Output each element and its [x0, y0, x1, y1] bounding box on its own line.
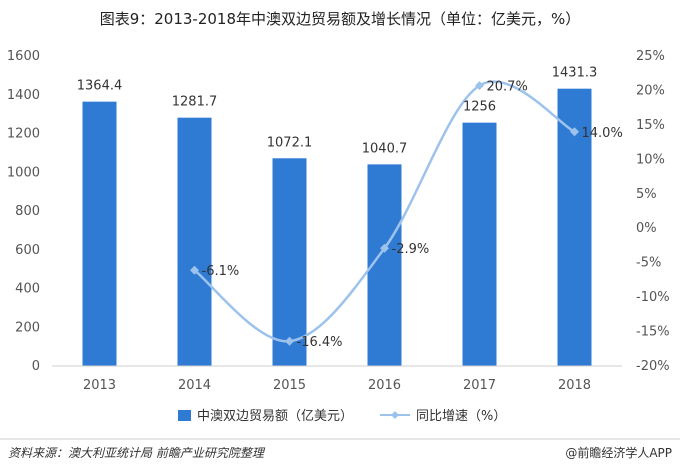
- source-note: 资料来源：澳大利亚统计局 前瞻产业研究院整理: [8, 446, 266, 460]
- legend-bar-swatch: [178, 410, 191, 421]
- x-tick-label: 2018: [558, 378, 591, 393]
- left-tick-label: 200: [15, 320, 40, 335]
- bar-series: [82, 88, 592, 367]
- bar: [462, 122, 497, 367]
- legend: 中澳双边贸易额（亿美元） 同比增速（%）: [178, 408, 506, 424]
- left-tick-label: 1600: [7, 49, 40, 64]
- right-tick-label: -5%: [636, 256, 661, 271]
- x-tick-label: 2016: [368, 378, 401, 393]
- growth-point: [380, 243, 389, 253]
- bar: [177, 117, 212, 366]
- legend-line-marker: [391, 411, 399, 419]
- legend-bar-label: 中澳双边贸易额（亿美元）: [197, 408, 353, 424]
- bar-value-label: 1256: [463, 100, 496, 115]
- x-tick-label: 2017: [463, 378, 496, 393]
- growth-value-label: 20.7%: [487, 80, 528, 95]
- right-tick-label: 15%: [636, 118, 665, 133]
- growth-point: [285, 336, 294, 346]
- left-tick-label: 600: [15, 243, 40, 258]
- growth-value-label: -6.1%: [202, 264, 240, 279]
- right-tick-label: 10%: [636, 152, 665, 167]
- right-tick-label: 20%: [636, 83, 665, 98]
- left-tick-label: 400: [15, 282, 40, 297]
- left-tick-label: 800: [15, 204, 40, 219]
- right-tick-label: 25%: [636, 49, 665, 64]
- right-tick-label: -10%: [636, 290, 670, 305]
- source-brand: @前瞻经济学人APP: [565, 445, 672, 460]
- left-tick-label: 0: [32, 359, 40, 374]
- right-tick-label: 5%: [636, 187, 657, 202]
- x-axis: 2013 2014 2015 2016 2017 2018: [52, 365, 622, 393]
- bar-value-label: 1281.7: [172, 95, 218, 110]
- growth-point: [475, 81, 484, 91]
- growth-line-series: [190, 80, 579, 346]
- x-tick-label: 2014: [178, 378, 211, 393]
- growth-point: [570, 127, 579, 137]
- bar-value-label: 1040.7: [362, 141, 408, 156]
- growth-value-label: -2.9%: [392, 242, 430, 257]
- bar-value-label: 1431.3: [552, 66, 598, 81]
- right-axis: -20% -15% -10% -5% 0% 5% 10% 15% 20% 25%: [636, 49, 670, 374]
- x-tick-label: 2013: [83, 378, 116, 393]
- growth-value-labels: -6.1% -16.4% -2.9% 20.7% 14.0%: [202, 80, 623, 351]
- left-axis: 0 200 400 600 800 1000 1200 1400 1600: [7, 49, 40, 374]
- x-tick-label: 2015: [273, 378, 306, 393]
- left-tick-label: 1200: [7, 127, 40, 142]
- left-tick-label: 1000: [7, 165, 40, 180]
- right-tick-label: -15%: [636, 325, 670, 340]
- bar: [82, 101, 117, 367]
- chart-title: 图表9：2013-2018年中澳双边贸易额及增长情况（单位：亿美元，%）: [100, 10, 581, 28]
- growth-point: [190, 265, 199, 275]
- bar-value-label: 1364.4: [77, 79, 123, 94]
- legend-line-label: 同比增速（%）: [416, 409, 506, 424]
- bar-value-label: 1072.1: [267, 135, 313, 150]
- right-tick-label: -20%: [636, 359, 670, 374]
- left-tick-label: 1400: [7, 88, 40, 103]
- growth-value-label: -16.4%: [297, 335, 343, 350]
- right-tick-label: 0%: [636, 221, 657, 236]
- bar: [272, 158, 307, 366]
- bar-value-labels: 1364.4 1281.7 1072.1 1040.7 1256 1431.3: [77, 66, 598, 157]
- growth-value-label: 14.0%: [582, 126, 623, 141]
